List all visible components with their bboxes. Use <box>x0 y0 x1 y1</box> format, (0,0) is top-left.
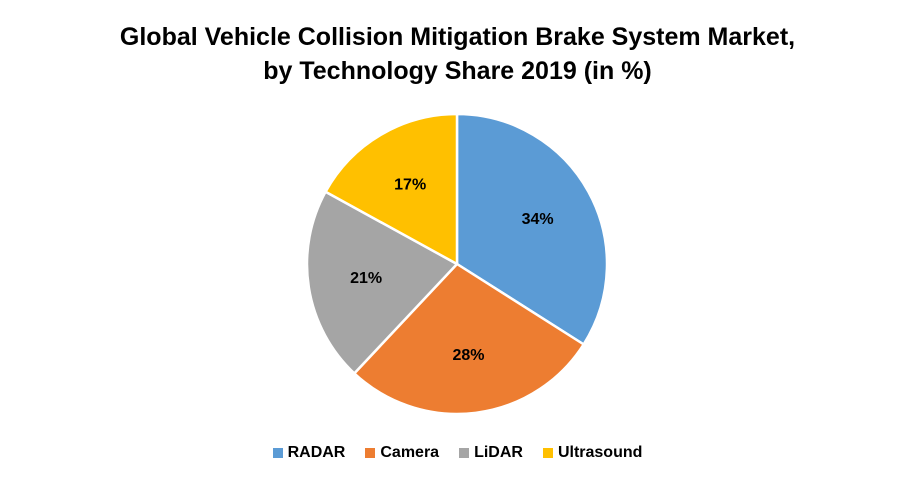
legend-swatch-radar <box>272 448 283 458</box>
legend-label-ultrasound: Ultrasound <box>557 444 643 461</box>
pie-slice-lidar <box>305 190 459 375</box>
data-label-lidar: 21% <box>350 270 382 287</box>
data-label-radar: 34% <box>522 211 554 228</box>
legend-item-ultrasound: Ultrasound <box>542 444 643 462</box>
chart-title-line-2: by Technology Share 2019 (in %) <box>263 57 652 85</box>
legend-item-radar: RADAR <box>272 444 346 462</box>
legend-label-camera: Camera <box>380 444 440 461</box>
pie-data-labels: 34% 28% 21% 17% <box>350 176 554 363</box>
pie-slices <box>305 112 609 416</box>
legend-item-camera: Camera <box>365 444 439 462</box>
pie-slice-camera <box>353 262 585 416</box>
legend-swatch-ultrasound <box>542 448 553 458</box>
legend-label-radar: RADAR <box>287 444 346 461</box>
chart-legend: RADAR Camera LiDAR Ultrasound <box>0 444 915 462</box>
data-label-ultrasound: 17% <box>394 176 426 193</box>
data-label-camera: 28% <box>453 347 485 364</box>
legend-swatch-lidar <box>459 448 470 458</box>
chart-title-line-1: Global Vehicle Collision Mitigation Brak… <box>119 23 796 51</box>
legend-swatch-camera <box>365 448 376 458</box>
chart-title: Global Vehicle Collision Mitigation Brak… <box>0 20 915 88</box>
legend-item-lidar: LiDAR <box>459 444 523 462</box>
pie-slice-ultrasound <box>324 112 459 266</box>
legend-label-lidar: LiDAR <box>474 444 523 461</box>
